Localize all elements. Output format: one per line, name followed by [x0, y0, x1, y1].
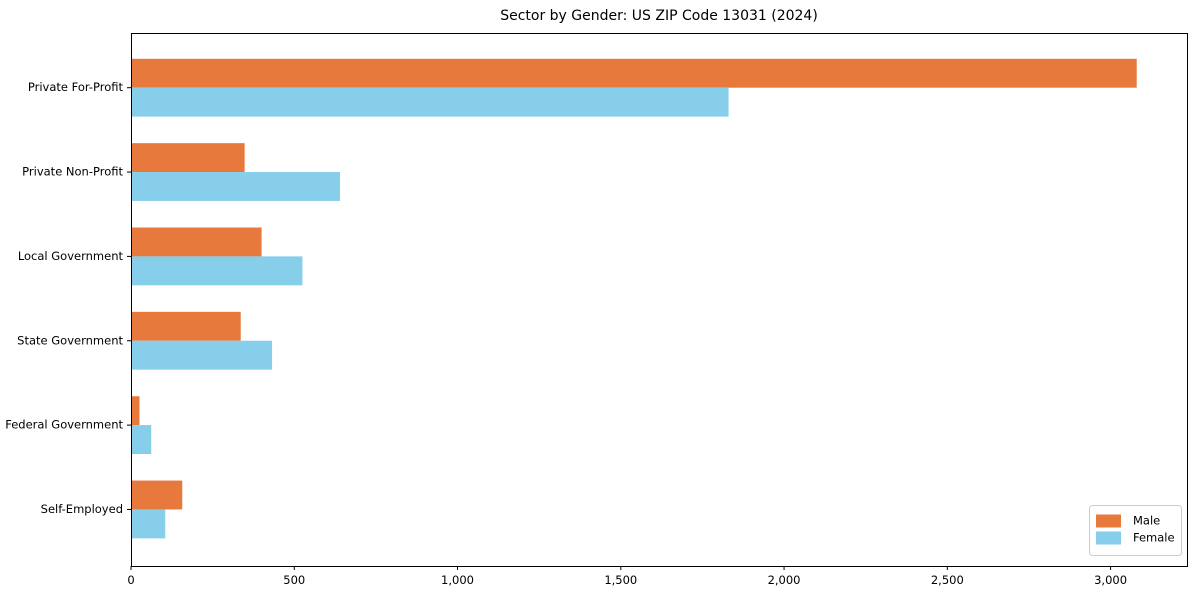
legend-label-male: Male — [1133, 514, 1160, 528]
bar-female-federal-government — [131, 425, 152, 454]
bar-male-self-employed — [131, 480, 183, 510]
bar-female-local-government — [131, 256, 303, 286]
bar-female-private-for-profit — [131, 87, 729, 117]
y-tick-label-local-government: Local Government — [18, 249, 124, 263]
x-tick-label: 2,500 — [931, 573, 964, 587]
y-tick-label-self-employed: Self-Employed — [41, 502, 123, 516]
y-tick-label-private-for-profit: Private For-Profit — [28, 80, 124, 94]
bar-male-private-non-profit — [131, 143, 245, 173]
x-tick-label: 1,000 — [441, 573, 474, 587]
bar-female-state-government — [131, 340, 273, 370]
bar-male-federal-government — [131, 396, 140, 426]
legend-label-female: Female — [1133, 531, 1175, 545]
bar-female-self-employed — [131, 509, 166, 539]
chart-title: Sector by Gender: US ZIP Code 13031 (202… — [500, 8, 818, 24]
x-tick-label: 2,000 — [768, 573, 801, 587]
legend-swatch-male — [1096, 514, 1121, 528]
y-tick-label-federal-government: Federal Government — [5, 418, 123, 432]
bar-male-private-for-profit — [131, 58, 1137, 88]
x-tick-label: 500 — [283, 573, 305, 587]
bar-male-state-government — [131, 311, 241, 341]
bar-male-local-government — [131, 227, 262, 257]
legend-swatch-female — [1096, 531, 1121, 545]
y-tick-label-private-non-profit: Private Non-Profit — [22, 165, 123, 179]
plot-border — [131, 33, 1188, 567]
x-tick-label: 0 — [127, 573, 134, 587]
y-tick-label-state-government: State Government — [17, 333, 123, 347]
x-tick-label: 3,000 — [1094, 573, 1127, 587]
bar-female-private-non-profit — [131, 172, 340, 201]
x-tick-label: 1,500 — [604, 573, 637, 587]
